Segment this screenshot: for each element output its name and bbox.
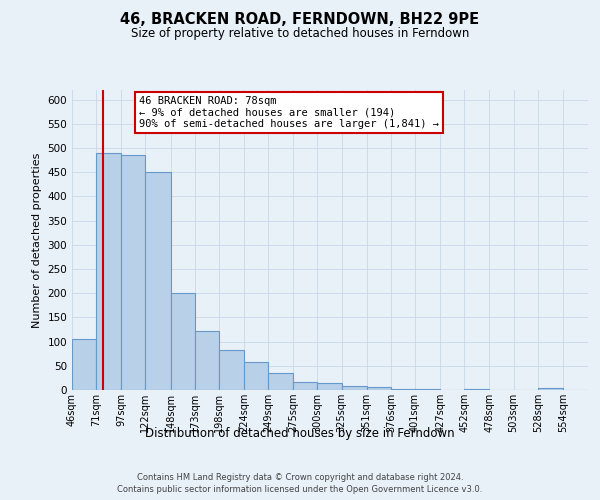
Bar: [195, 331, 219, 390]
Bar: [121, 156, 145, 390]
Text: Distribution of detached houses by size in Ferndown: Distribution of detached houses by size …: [145, 428, 455, 440]
Bar: [244, 362, 268, 390]
Bar: [96, 153, 121, 390]
Text: 46, BRACKEN ROAD, FERNDOWN, BH22 9PE: 46, BRACKEN ROAD, FERNDOWN, BH22 9PE: [121, 12, 479, 28]
Bar: [415, 388, 440, 390]
Y-axis label: Number of detached properties: Number of detached properties: [32, 152, 42, 328]
Bar: [367, 387, 391, 390]
Text: Contains public sector information licensed under the Open Government Licence v3: Contains public sector information licen…: [118, 485, 482, 494]
Bar: [317, 383, 341, 390]
Bar: [72, 339, 96, 390]
Bar: [391, 388, 415, 390]
Bar: [268, 373, 293, 390]
Bar: [464, 388, 490, 390]
Bar: [293, 382, 317, 390]
Bar: [219, 350, 244, 390]
Bar: [145, 172, 170, 390]
Text: Size of property relative to detached houses in Ferndown: Size of property relative to detached ho…: [131, 28, 469, 40]
Bar: [341, 386, 367, 390]
Bar: [538, 388, 563, 390]
Text: 46 BRACKEN ROAD: 78sqm
← 9% of detached houses are smaller (194)
90% of semi-det: 46 BRACKEN ROAD: 78sqm ← 9% of detached …: [139, 96, 439, 129]
Text: Contains HM Land Registry data © Crown copyright and database right 2024.: Contains HM Land Registry data © Crown c…: [137, 472, 463, 482]
Bar: [170, 293, 195, 390]
